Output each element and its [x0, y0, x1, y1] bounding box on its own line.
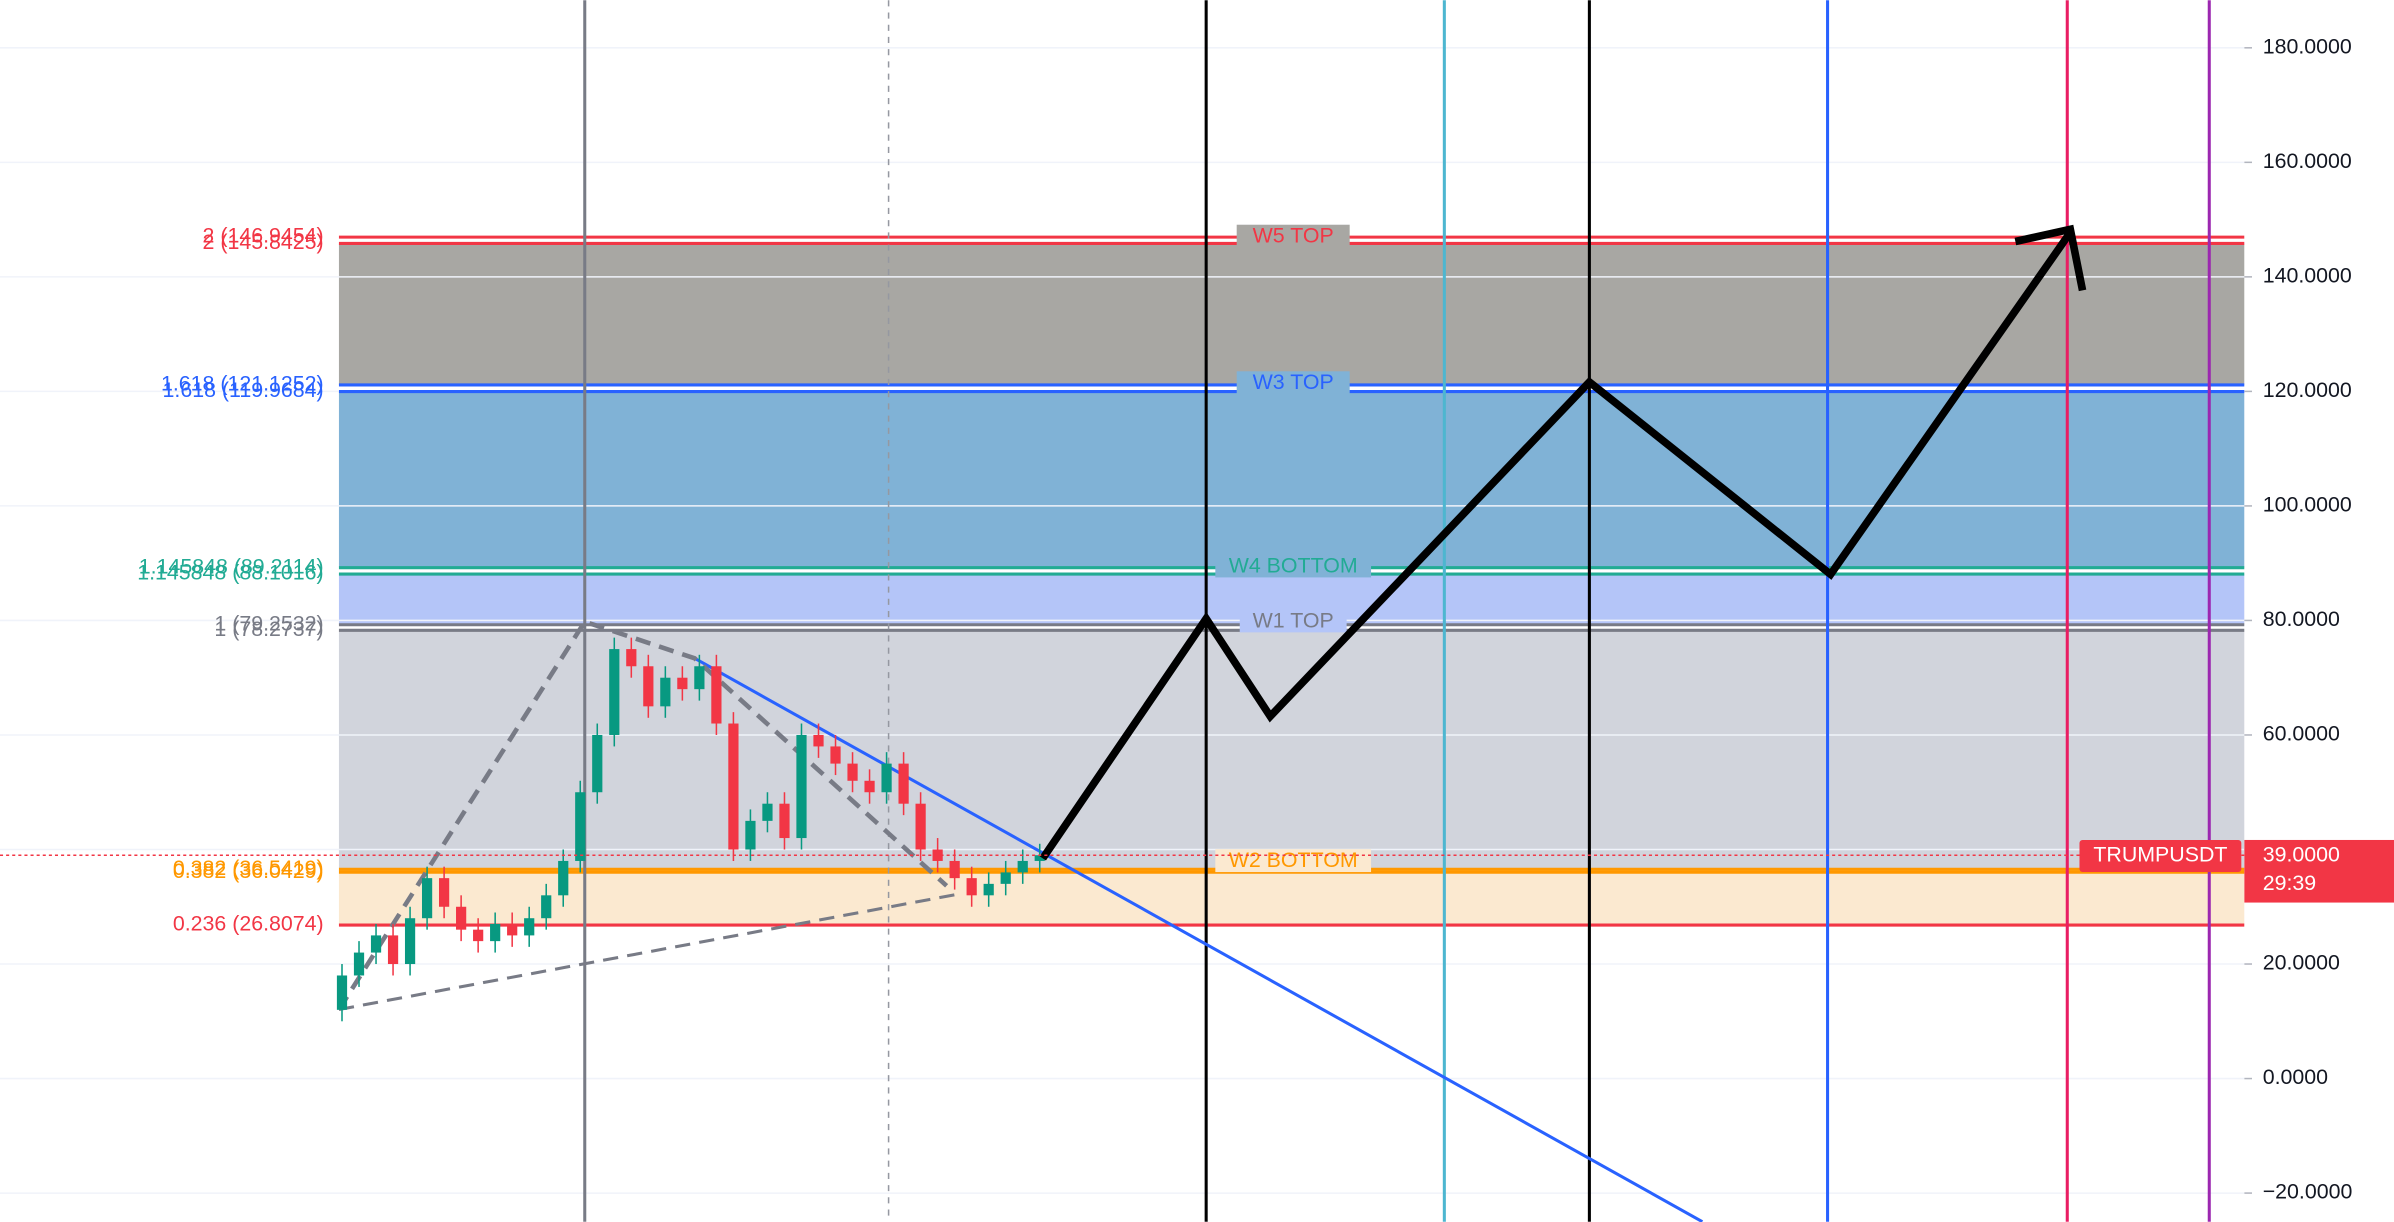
candle-body: [626, 649, 637, 667]
wave-label: W4 BOTTOM: [1229, 553, 1358, 577]
fib-label: 2 (145.8425): [203, 230, 324, 254]
candle-body: [541, 895, 552, 919]
wave-label: W3 TOP: [1253, 370, 1334, 394]
candle-body: [779, 803, 790, 839]
label-bg: [1239, 609, 1347, 633]
fib-label: 1.145848 (89.2114): [139, 554, 324, 578]
y-tick-label: 60.0000: [2263, 722, 2340, 746]
price-label: 39.0000: [2263, 843, 2340, 867]
fib-label: 1.618 (121.1252): [161, 372, 324, 396]
candle-body: [558, 860, 569, 896]
vertical-lines: [583, 0, 2211, 1222]
candle-body: [949, 860, 960, 879]
candle-body: [353, 952, 365, 976]
fib-zone: [338, 243, 2245, 385]
grid: [0, 47, 2245, 1194]
y-tick-label: 100.0000: [2263, 493, 2352, 517]
candle-body: [830, 746, 841, 764]
candle-body: [796, 734, 807, 839]
candle-body: [847, 763, 858, 781]
candle-body: [745, 820, 756, 850]
fib-label: 1 (79.2532): [214, 611, 323, 635]
candle-body: [677, 677, 688, 690]
candle-body: [643, 666, 654, 707]
candle-body: [473, 929, 484, 942]
candle-body: [575, 792, 586, 861]
fib-label: 1.618 (119.9684): [163, 378, 324, 402]
candle-body: [456, 906, 467, 930]
projection-path: [1039, 230, 2074, 861]
price-tag: TRUMPUSDT 39.0000 29:39: [2079, 839, 2394, 903]
candle-body: [336, 975, 348, 1010]
candle-body: [660, 677, 671, 707]
candle-body: [439, 878, 450, 907]
arrow-head: [2014, 224, 2087, 292]
candle-body: [609, 649, 620, 735]
dashed-path: [337, 618, 949, 1011]
dashed-lines: [337, 618, 963, 1011]
y-tick-label: 20.0000: [2263, 951, 2340, 975]
candle-body: [898, 763, 909, 804]
trend-line: [693, 656, 1704, 1222]
candle-body: [507, 923, 518, 936]
candle-body: [387, 935, 399, 965]
candle-body: [728, 723, 739, 850]
candle-body: [915, 803, 926, 850]
candle-body: [421, 878, 433, 919]
fib-label: 0.236 (26.8074): [173, 912, 324, 936]
candle-body: [711, 666, 722, 724]
candle-body: [966, 878, 977, 896]
candle-body: [524, 918, 535, 936]
label-bg: [1215, 554, 1372, 578]
zones: [338, 243, 2245, 926]
fib-levels: 2 (146.9454)2 (145.8425) 1.618 (121.1252)…: [137, 224, 2245, 936]
fib-label: 0.382 (36.0429): [173, 859, 324, 883]
candle-body: [932, 849, 943, 861]
candle-body: [694, 666, 705, 690]
candle-body: [370, 935, 382, 953]
wave-label: W2 BOTTOM: [1229, 848, 1358, 872]
wave-label: W5 TOP: [1253, 224, 1334, 248]
candle-body: [490, 923, 501, 942]
candle-body: [1017, 860, 1028, 873]
symbol-tag: [2079, 839, 2242, 873]
wave-label: W1 TOP: [1253, 608, 1334, 632]
price-tag-box: [2244, 839, 2394, 903]
label-bg: [1236, 224, 1350, 248]
y-tick-label: −20.0000: [2263, 1180, 2353, 1204]
candle-body: [404, 918, 416, 965]
fib-label: 0.382 (36.5419): [173, 856, 324, 880]
candles: [336, 637, 1045, 1022]
fib-zone: [338, 391, 2245, 568]
candle-body: [983, 883, 994, 896]
candle-body: [813, 734, 824, 747]
y-tick-label: 0.0000: [2263, 1065, 2328, 1089]
label-bg: [1236, 371, 1350, 395]
fib-label: 2 (146.9454): [203, 224, 324, 248]
countdown: 29:39: [2263, 871, 2316, 895]
fib-zone: [338, 630, 2245, 870]
dashed-path: [338, 891, 963, 1011]
candle-body: [864, 780, 875, 793]
projection: [1039, 224, 2087, 861]
fib-zone: [338, 872, 2245, 926]
candle-body: [762, 803, 773, 821]
candle-body: [592, 734, 603, 793]
y-tick-label: 140.0000: [2263, 264, 2352, 288]
price-axis: [2244, 0, 2394, 1222]
candle-body: [1034, 855, 1045, 861]
y-tick-label: 160.0000: [2263, 149, 2352, 173]
candle-body: [881, 763, 892, 793]
fib-label: 1.145848 (88.1016): [137, 561, 323, 585]
fib-label: 1 (78.2737): [214, 617, 323, 641]
candle-body: [1000, 872, 1011, 884]
y-tick-label: 80.0000: [2263, 607, 2340, 631]
y-tick-label: 180.0000: [2263, 34, 2352, 58]
symbol-label: TRUMPUSDT: [2093, 843, 2227, 867]
y-tick-label: 120.0000: [2263, 378, 2352, 402]
